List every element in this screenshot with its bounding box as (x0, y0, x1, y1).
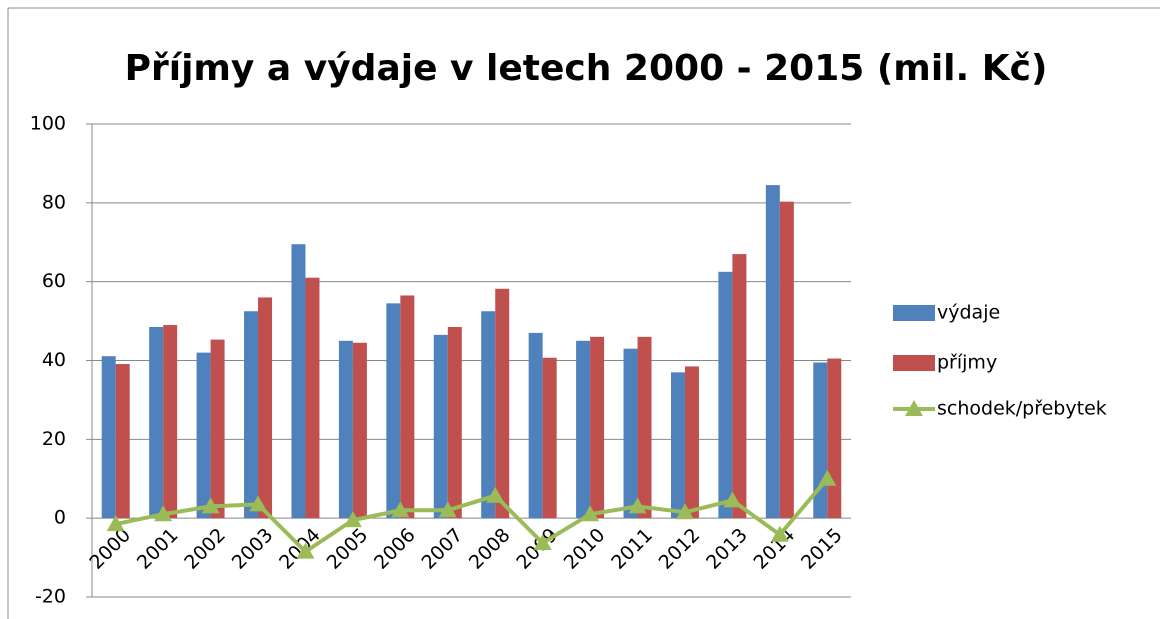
bar (244, 311, 259, 519)
legend-label: výdaje (937, 302, 1000, 324)
bar (827, 358, 842, 519)
marker (154, 505, 173, 522)
bar (779, 201, 794, 519)
marker (675, 503, 694, 520)
y-tick-label: 100 (30, 113, 66, 135)
marker (391, 501, 410, 518)
marker (723, 491, 742, 508)
bar (433, 334, 448, 519)
bar (528, 332, 543, 519)
bar (291, 244, 306, 519)
bar (210, 339, 225, 519)
marker (201, 497, 220, 514)
bar (576, 340, 591, 519)
legend-swatch (893, 305, 935, 321)
marker (628, 497, 647, 514)
bar (447, 326, 462, 519)
bar (196, 352, 211, 519)
bar (765, 185, 780, 519)
bar (590, 336, 605, 519)
y-tick-label: 60 (42, 270, 66, 292)
bar (101, 356, 116, 519)
marker (770, 525, 789, 542)
marker (106, 515, 125, 532)
y-tick-label: 80 (42, 191, 66, 213)
bar (495, 288, 510, 519)
bar (149, 326, 164, 519)
marker (486, 486, 505, 503)
bar (352, 342, 367, 519)
legend-label: schodek/přebytek (937, 398, 1107, 420)
legend-marker (905, 400, 923, 416)
y-tick-label: 0 (54, 507, 66, 529)
bar (623, 348, 638, 519)
bar (115, 364, 130, 519)
marker (296, 542, 315, 559)
legend-swatch (893, 355, 935, 371)
marker (249, 495, 268, 512)
marker (438, 501, 457, 518)
marker (581, 505, 600, 522)
bar (163, 325, 178, 519)
marker (818, 469, 837, 486)
bar (258, 297, 273, 519)
marker (533, 533, 552, 550)
y-tick-label: -20 (35, 586, 66, 608)
bar (684, 366, 699, 519)
line (115, 477, 829, 555)
chart-title: Příjmy a výdaje v letech 2000 - 2015 (mi… (125, 48, 1048, 89)
bar (338, 340, 353, 519)
bar (732, 254, 747, 519)
legend-label: příjmy (937, 352, 997, 374)
bar (718, 271, 733, 519)
y-tick-label: 40 (42, 349, 66, 371)
y-tick-label: 20 (42, 428, 66, 450)
bar (670, 372, 685, 519)
bar (481, 311, 496, 519)
bar (305, 277, 320, 519)
bar (637, 336, 652, 519)
bar (386, 303, 401, 519)
bar (400, 295, 415, 519)
marker (343, 511, 362, 528)
bar (542, 357, 557, 519)
